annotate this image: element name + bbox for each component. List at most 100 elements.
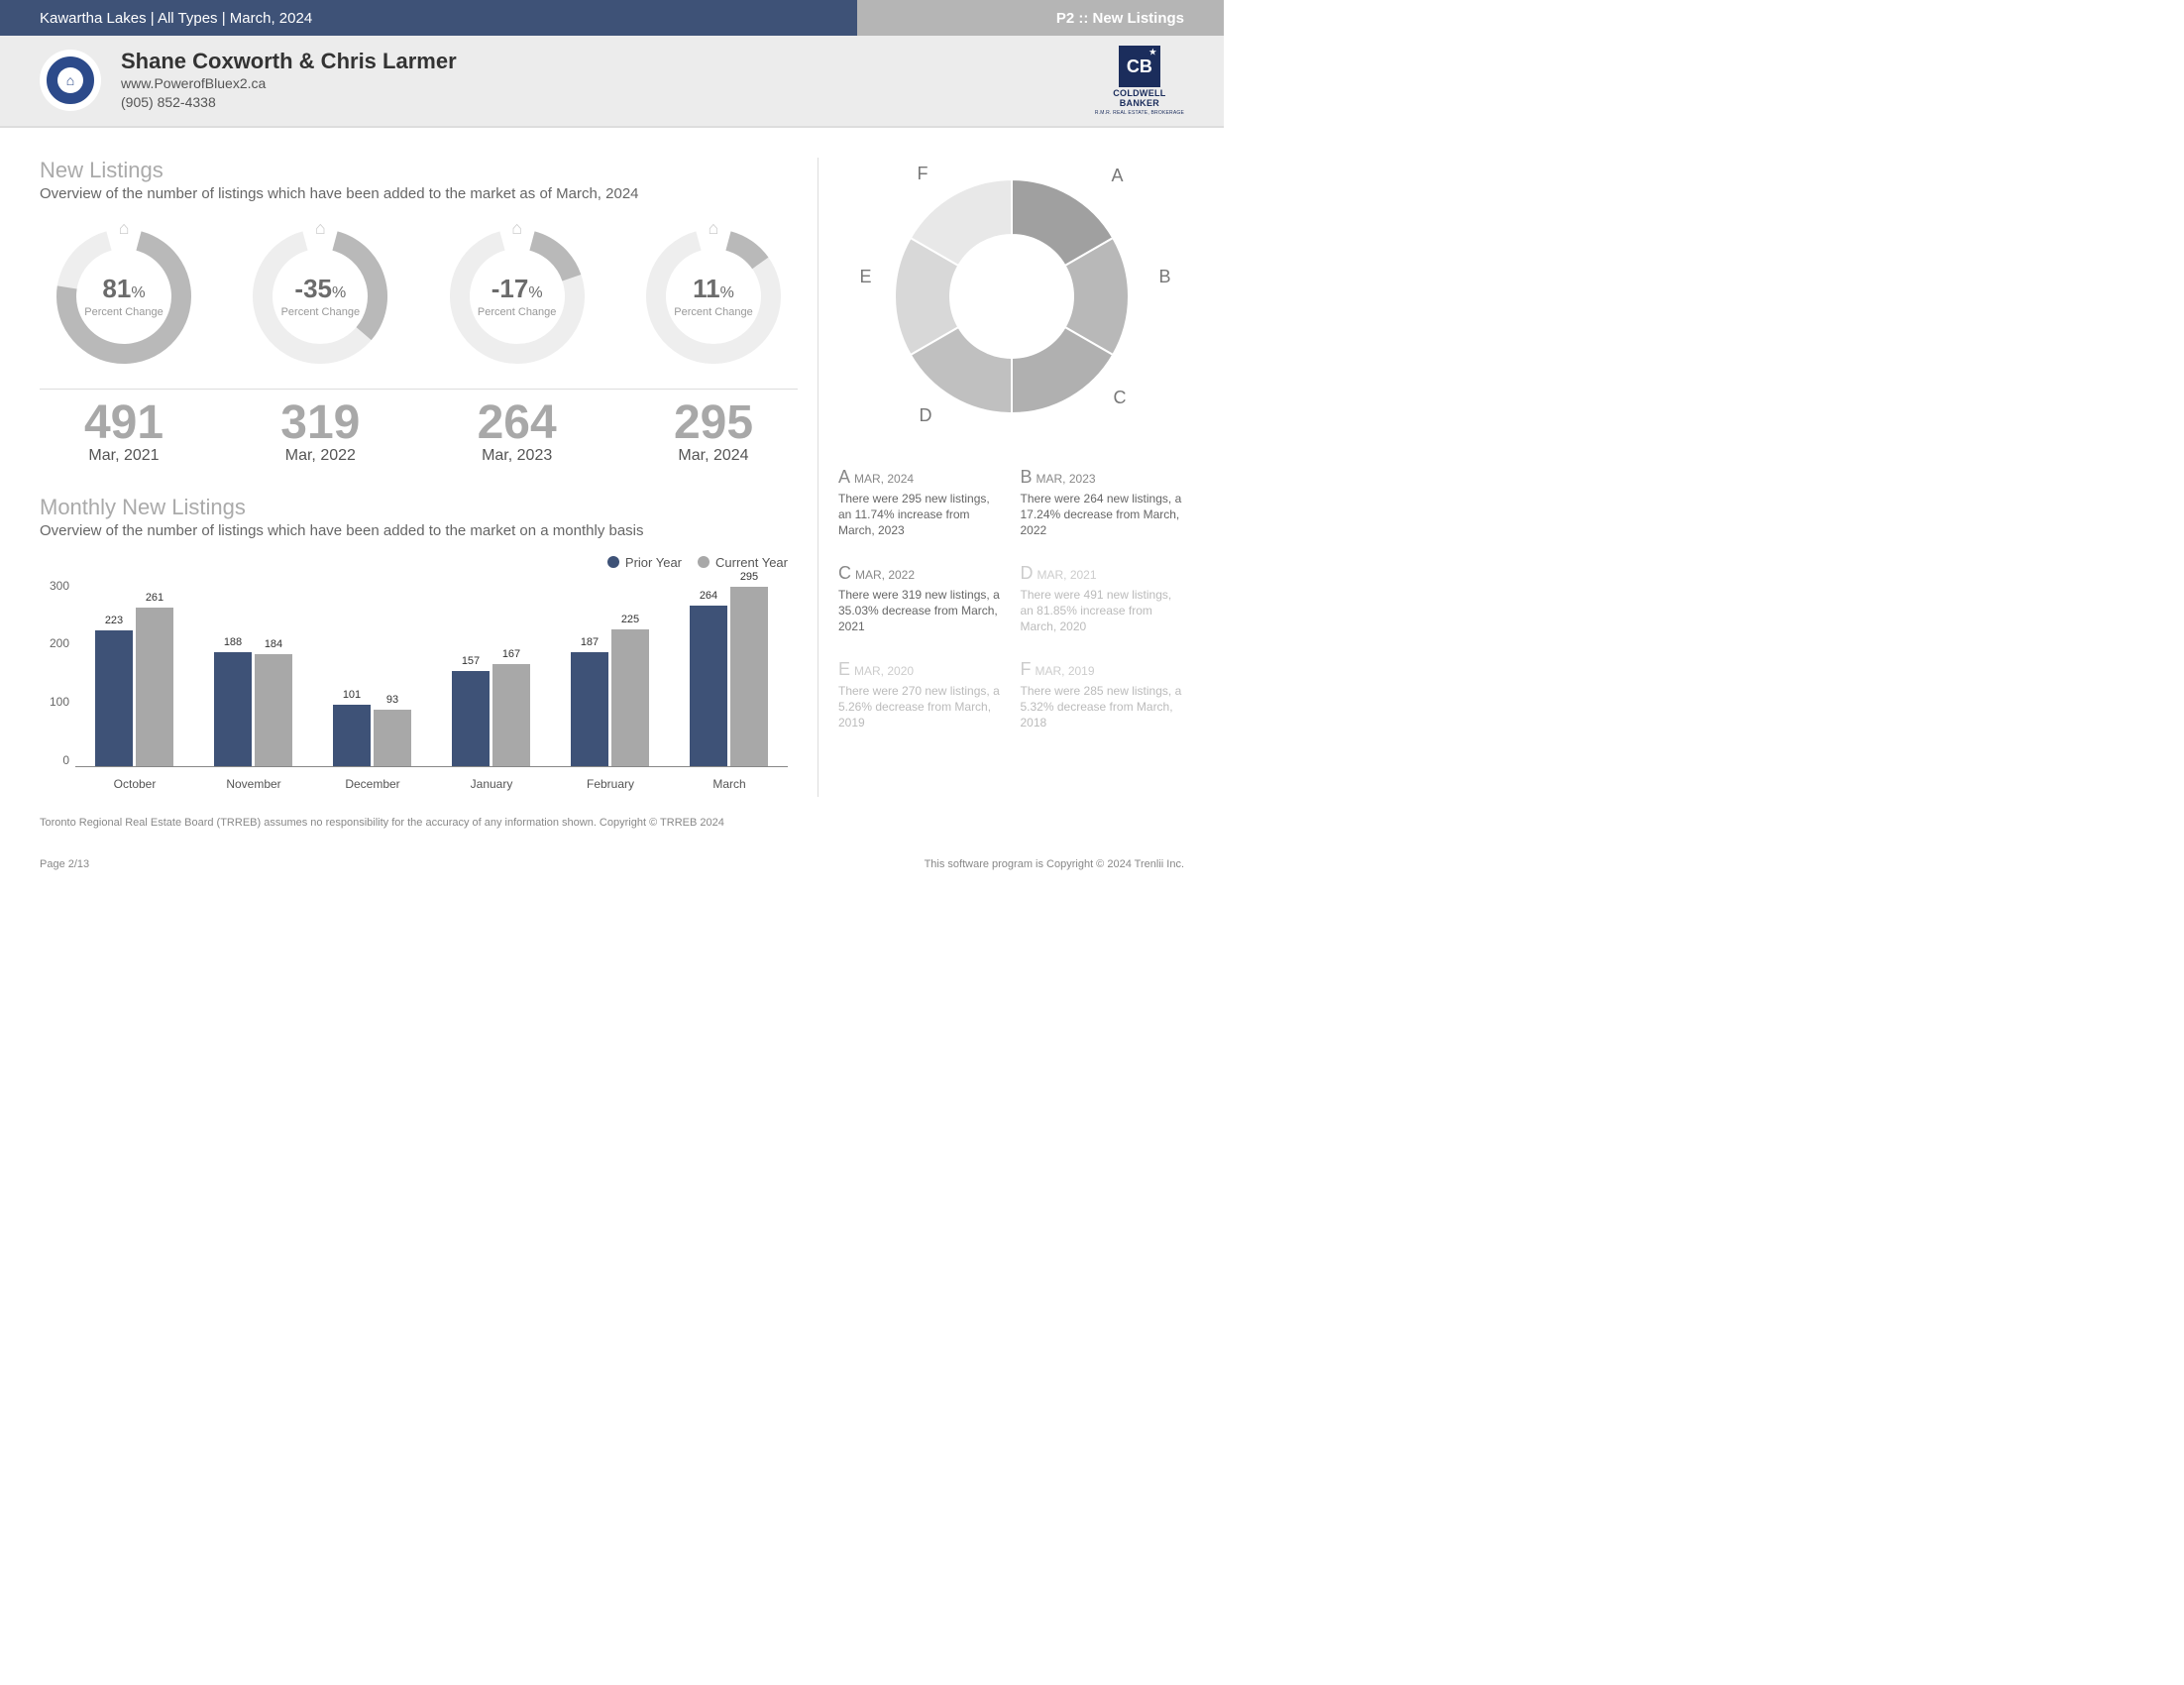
gauge-value: 11% [693,274,734,304]
x-label: January [442,777,541,791]
bignum-value: 319 [236,399,404,447]
y-tick: 300 [40,579,69,593]
footer: Toronto Regional Real Estate Board (TRRE… [0,807,1224,890]
x-label: March [680,777,779,791]
gauge-item: ⌂ -35% Percent Change [236,222,404,371]
gauge-item: ⌂ 11% Percent Change [629,222,798,371]
bignum-date: Mar, 2021 [40,447,208,465]
info-cell: E MAR, 2020 There were 270 new listings, … [838,657,1003,731]
brand-sub: R.M.R. REAL ESTATE, BROKERAGE [1095,110,1184,116]
gauge-value: -17% [491,274,543,304]
bar-value: 167 [492,648,530,660]
gauge-label: Percent Change [281,306,361,318]
agent-info: Shane Coxworth & Chris Larmer www.Powero… [121,49,1095,113]
bar-value: 264 [690,590,727,602]
section-title-monthly: Monthly New Listings [40,495,798,520]
info-desc: There were 270 new listings, a 5.26% dec… [838,683,1003,731]
bignum-item: 295 Mar, 2024 [629,399,798,465]
info-cell: FMAR, 2019 There were 285 new listings, … [1021,657,1185,731]
disclaimer: Toronto Regional Real Estate Board (TRRE… [40,817,1184,829]
bar-group: 188 184 [214,652,293,766]
donut-letter: F [918,164,928,184]
bar-prior: 187 [571,652,608,766]
brand-logo-box: CB★ [1119,46,1160,87]
y-tick: 200 [40,636,69,650]
bar-value: 188 [214,636,252,648]
info-date: MAR, 2024 [854,472,914,486]
section-title-newlistings: New Listings [40,158,798,183]
info-letter: C [838,563,851,583]
bar-current: 295 [730,587,768,766]
bar-current: 261 [136,608,173,766]
bar-prior: 101 [333,705,371,766]
info-cell: BMAR, 2023 There were 264 new listings, … [1021,465,1185,539]
bignum-value: 264 [433,399,601,447]
bar-value: 93 [374,694,411,706]
bignum-value: 295 [629,399,798,447]
info-date: MAR, 2020 [854,664,914,678]
bar-group: 187 225 [571,629,650,766]
bignums-row: 491 Mar, 2021 319 Mar, 2022 264 Mar, 202… [40,399,798,465]
brokerage-brand: CB★ COLDWELL BANKER R.M.R. REAL ESTATE, … [1095,46,1184,116]
star-icon: ★ [1149,48,1156,56]
info-date: MAR, 2021 [1037,568,1097,582]
bar-value: 225 [611,614,649,625]
y-tick: 100 [40,695,69,709]
donut-letter: C [1114,388,1127,408]
bar-current: 225 [611,629,649,766]
bignum-item: 319 Mar, 2022 [236,399,404,465]
info-desc: There were 295 new listings, an 11.74% i… [838,491,1003,539]
bar-group: 101 93 [333,705,412,766]
bar-value: 223 [95,615,133,626]
info-desc: There were 319 new listings, a 35.03% de… [838,587,1003,635]
info-date: MAR, 2023 [1037,472,1096,486]
left-column: New Listings Overview of the number of l… [40,158,798,797]
topbar-page-label: P2 :: New Listings [857,0,1224,36]
topbar-scope: Kawartha Lakes | All Types | March, 2024 [0,0,857,36]
gauge-value: 81% [102,274,145,304]
legend: Prior Year Current Year [607,555,788,570]
section-subtitle-monthly: Overview of the number of listings which… [40,522,798,539]
topbar: Kawartha Lakes | All Types | March, 2024… [0,0,1224,36]
header: ⌂ Shane Coxworth & Chris Larmer www.Powe… [0,36,1224,128]
donut-letter: A [1112,166,1124,186]
legend-current: Current Year [698,555,788,570]
bar-value: 295 [730,571,768,583]
info-desc: There were 491 new listings, an 81.85% i… [1021,587,1185,635]
bar-group: 223 261 [95,608,174,766]
bignum-date: Mar, 2024 [629,447,798,465]
info-letter: A [838,467,850,487]
bignum-item: 491 Mar, 2021 [40,399,208,465]
page-number: Page 2/13 [40,858,89,870]
info-desc: There were 285 new listings, a 5.32% dec… [1021,683,1185,731]
bar-value: 187 [571,636,608,648]
gauge-item: ⌂ 81% Percent Change [40,222,208,371]
info-date: MAR, 2022 [855,568,915,582]
right-column: ABCDEF AMAR, 2024 There were 295 new lis… [818,158,1184,797]
gauge-value: -35% [294,274,346,304]
bar-current: 93 [374,710,411,766]
bar-value: 101 [333,689,371,701]
agent-website: www.PowerofBluex2.ca [121,74,1095,94]
donut-letter: B [1159,267,1171,287]
house-icon: ⌂ [57,67,83,93]
bignum-item: 264 Mar, 2023 [433,399,601,465]
gauge-label: Percent Change [478,306,557,318]
y-axis: 0100200300 [40,579,69,767]
bar-chart: Prior Year Current Year 0100200300 223 2… [40,559,798,797]
bar-value: 261 [136,592,173,604]
info-date: MAR, 2019 [1036,664,1095,678]
bar-prior: 264 [690,606,727,766]
bignum-value: 491 [40,399,208,447]
info-letter: E [838,659,850,679]
gauge-label: Percent Change [84,306,164,318]
info-cell: DMAR, 2021 There were 491 new listings, … [1021,561,1185,635]
bar-group: 264 295 [690,587,769,766]
donut-letter: E [860,267,872,287]
legend-swatch-prior [607,556,619,568]
bignum-date: Mar, 2023 [433,447,601,465]
bar-value: 184 [255,638,292,650]
x-label: December [323,777,422,791]
legend-prior: Prior Year [607,555,682,570]
info-letter: B [1021,467,1033,487]
